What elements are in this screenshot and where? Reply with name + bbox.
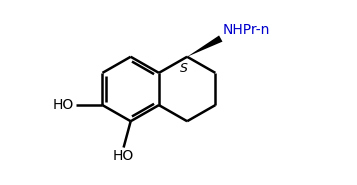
Text: HO: HO — [53, 98, 74, 112]
Text: S: S — [180, 62, 187, 75]
Polygon shape — [187, 36, 222, 57]
Text: NHPr-n: NHPr-n — [222, 23, 270, 37]
Text: HO: HO — [113, 149, 134, 163]
